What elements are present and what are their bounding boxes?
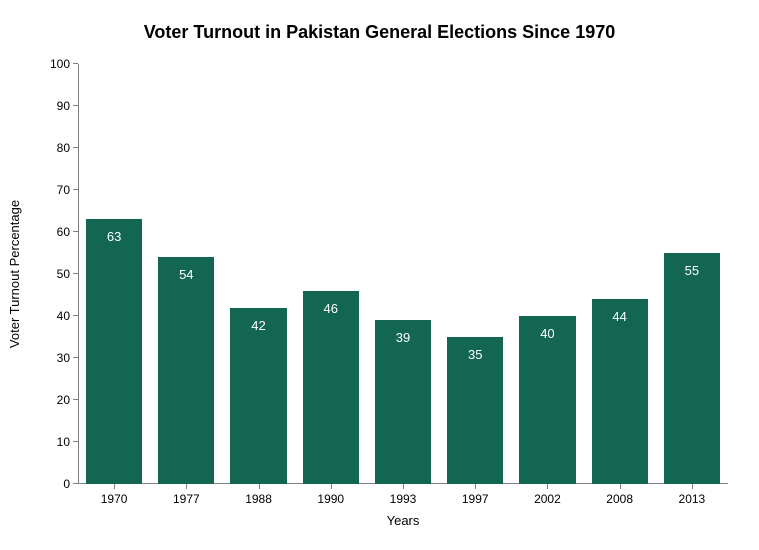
bar-value-label: 44 — [612, 309, 626, 324]
x-tick-label: 1993 — [390, 492, 417, 506]
y-tick-label: 100 — [50, 57, 70, 71]
y-tick-label: 50 — [57, 267, 70, 281]
y-tick-mark — [73, 189, 78, 190]
bar: 44 — [592, 299, 648, 484]
x-tick-mark — [547, 484, 548, 489]
bar-value-label: 54 — [179, 267, 193, 282]
y-tick-mark — [73, 399, 78, 400]
x-tick-mark — [114, 484, 115, 489]
bar: 39 — [375, 320, 431, 484]
bar: 63 — [86, 219, 142, 484]
x-tick-mark — [692, 484, 693, 489]
x-tick-label: 1988 — [245, 492, 272, 506]
x-tick-label: 2008 — [606, 492, 633, 506]
bar: 40 — [519, 316, 575, 484]
bar-value-label: 39 — [396, 330, 410, 345]
y-tick-label: 80 — [57, 141, 70, 155]
bar: 42 — [230, 308, 286, 484]
x-tick-label: 1997 — [462, 492, 489, 506]
bar: 55 — [664, 253, 720, 484]
y-tick-mark — [73, 273, 78, 274]
y-tick-label: 60 — [57, 225, 70, 239]
bar-value-label: 42 — [251, 318, 265, 333]
y-tick-mark — [73, 357, 78, 358]
plot-area: 0102030405060708090100631970541977421988… — [78, 64, 728, 484]
y-tick-label: 20 — [57, 393, 70, 407]
y-tick-mark — [73, 483, 78, 484]
y-axis-line — [78, 64, 79, 484]
x-tick-mark — [331, 484, 332, 489]
x-tick-mark — [186, 484, 187, 489]
x-tick-label: 1970 — [101, 492, 128, 506]
y-tick-mark — [73, 231, 78, 232]
bar-value-label: 46 — [324, 301, 338, 316]
y-tick-mark — [73, 63, 78, 64]
x-tick-label: 1977 — [173, 492, 200, 506]
bar-value-label: 55 — [685, 263, 699, 278]
bar-value-label: 63 — [107, 229, 121, 244]
y-tick-label: 90 — [57, 99, 70, 113]
y-tick-label: 70 — [57, 183, 70, 197]
x-tick-mark — [620, 484, 621, 489]
x-tick-label: 2013 — [679, 492, 706, 506]
bar-value-label: 35 — [468, 347, 482, 362]
y-tick-mark — [73, 105, 78, 106]
y-tick-label: 40 — [57, 309, 70, 323]
y-tick-mark — [73, 147, 78, 148]
x-axis-title: Years — [387, 513, 420, 528]
y-tick-mark — [73, 315, 78, 316]
y-tick-label: 10 — [57, 435, 70, 449]
y-tick-label: 30 — [57, 351, 70, 365]
bar: 35 — [447, 337, 503, 484]
x-tick-mark — [475, 484, 476, 489]
x-tick-label: 1990 — [317, 492, 344, 506]
chart-container: Voter Turnout in Pakistan General Electi… — [0, 0, 759, 550]
y-axis-title: Voter Turnout Percentage — [7, 200, 22, 348]
x-tick-label: 2002 — [534, 492, 561, 506]
y-tick-mark — [73, 441, 78, 442]
bar-value-label: 40 — [540, 326, 554, 341]
y-tick-label: 0 — [63, 477, 70, 491]
x-tick-mark — [259, 484, 260, 489]
bar: 46 — [303, 291, 359, 484]
chart-title: Voter Turnout in Pakistan General Electi… — [0, 22, 759, 43]
bar: 54 — [158, 257, 214, 484]
x-tick-mark — [403, 484, 404, 489]
